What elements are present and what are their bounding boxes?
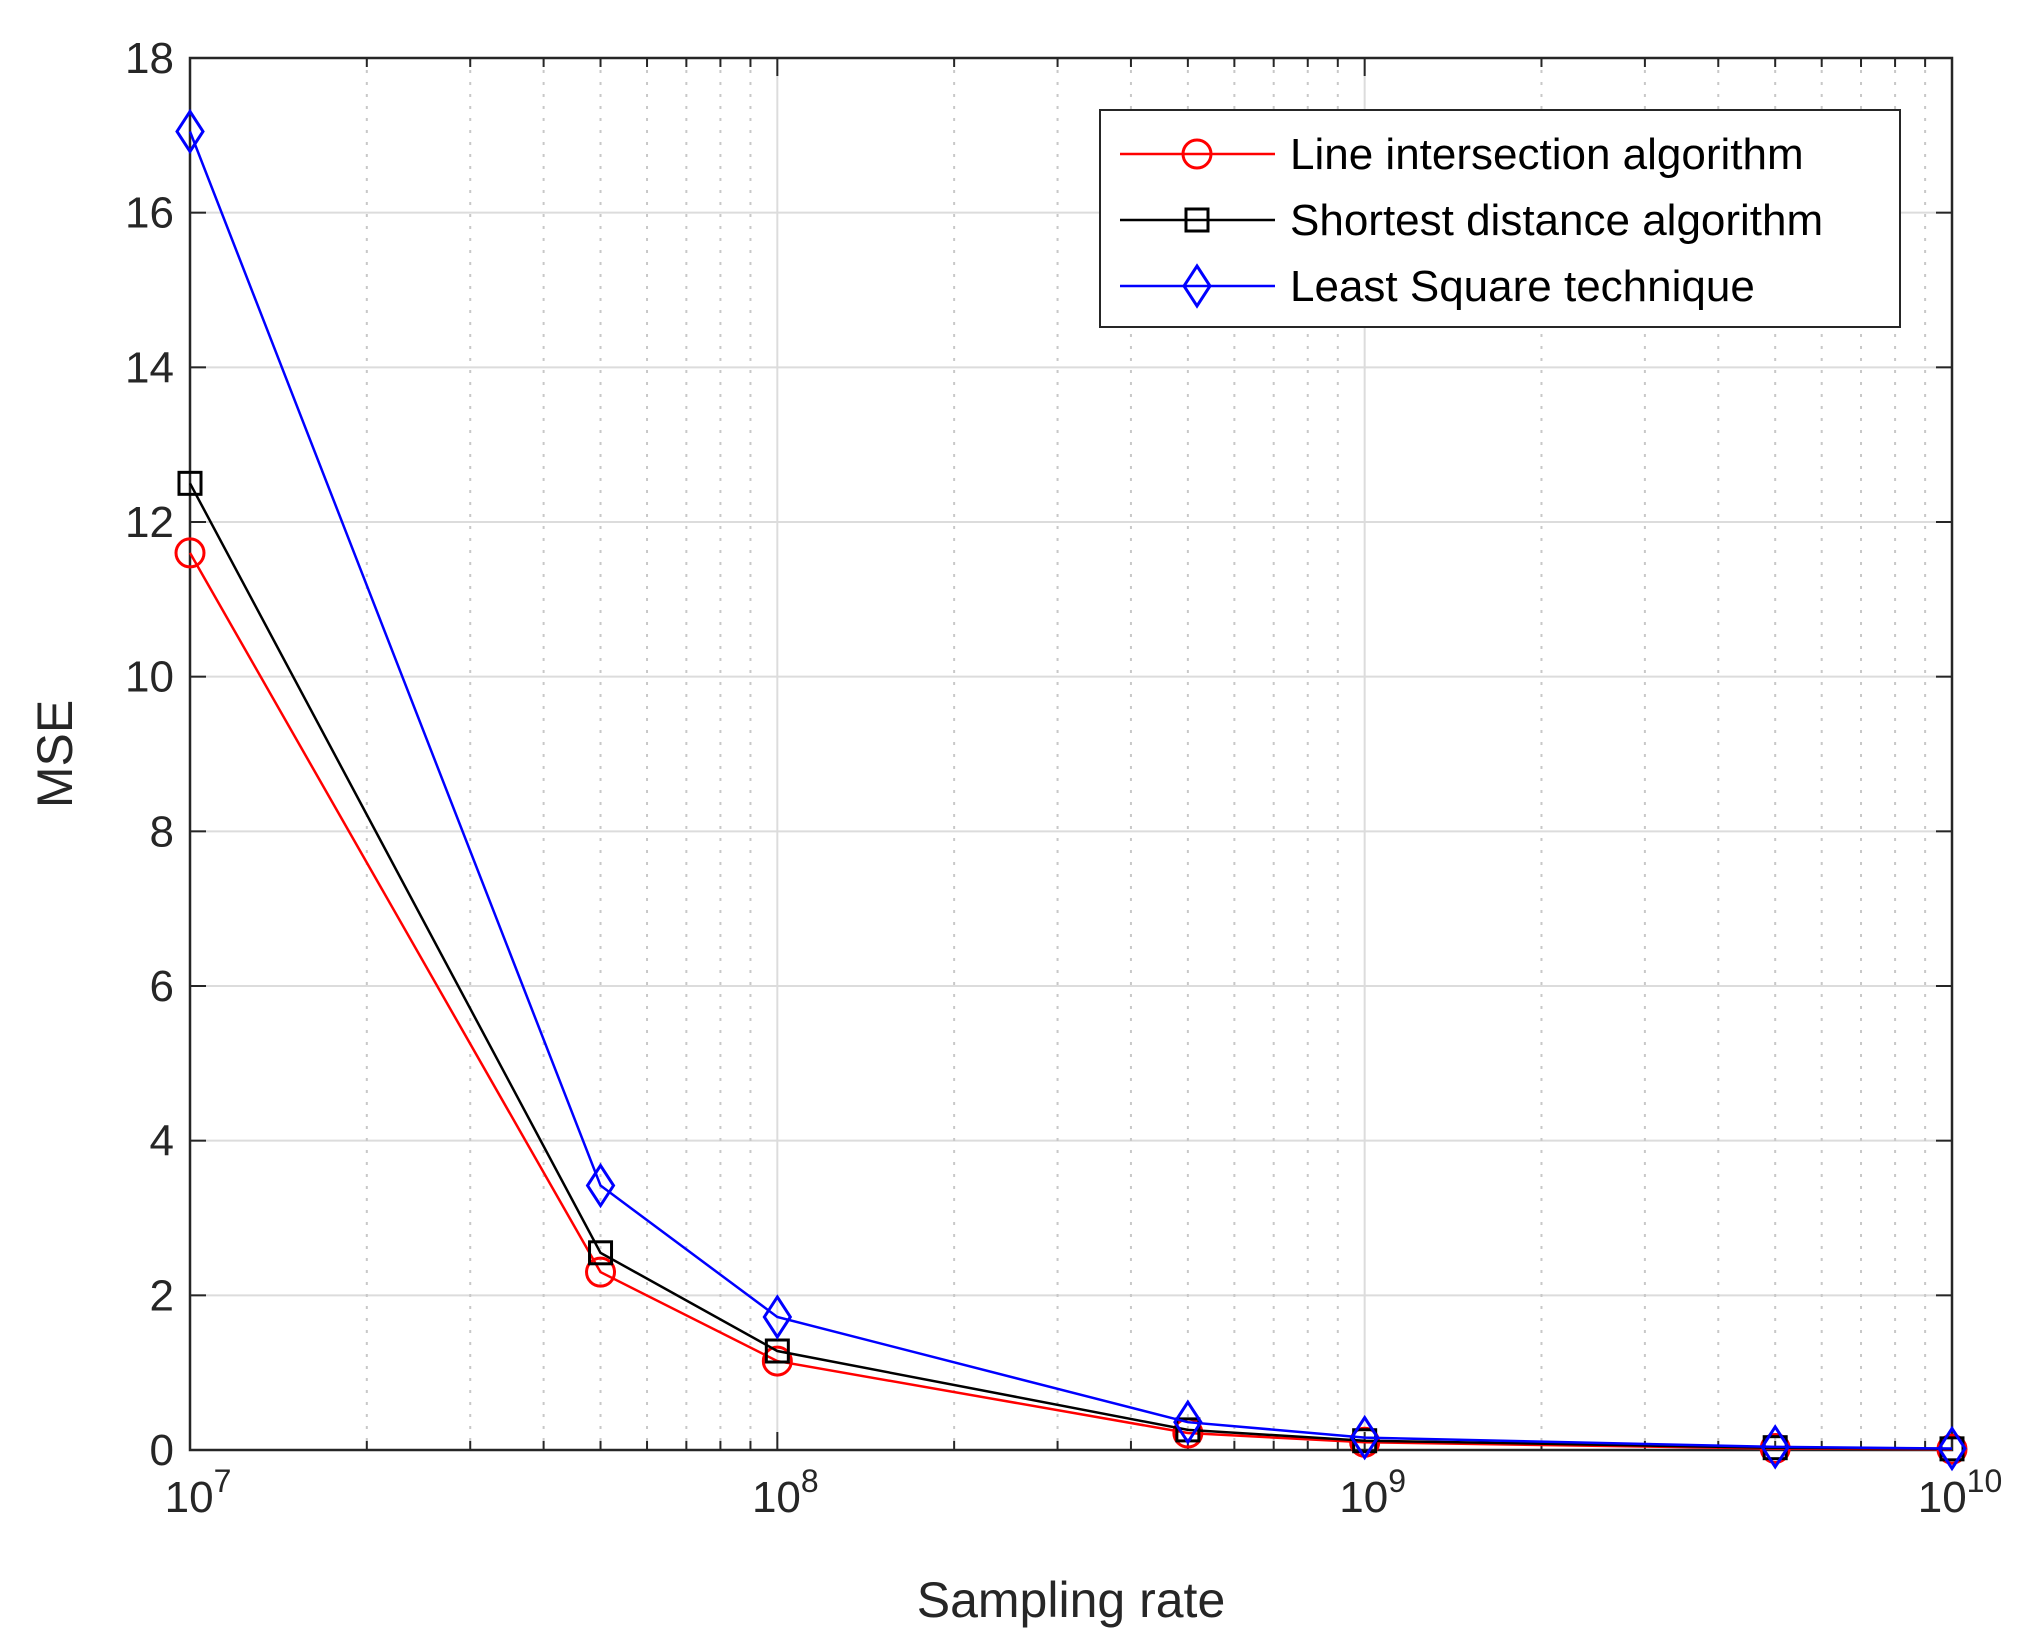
x-tick-label: 1010 (1918, 1463, 2003, 1522)
legend-item: Line intersection algorithm (1120, 130, 1804, 179)
legend: Line intersection algorithm Shortest dist… (1099, 109, 1901, 328)
axes-box (188, 56, 1954, 1452)
y-tick-label: 16 (125, 189, 174, 238)
marker-diamond (1937, 1425, 1967, 1472)
marker-square (764, 1338, 790, 1364)
x-tick-label-exponent: 7 (214, 1463, 232, 1499)
marker-diamond (585, 1162, 616, 1209)
marker-square (177, 470, 203, 496)
y-tick-label: 8 (150, 807, 174, 856)
x-tick-label: 109 (1339, 1463, 1406, 1522)
x-tick-label-base: 10 (165, 1473, 214, 1522)
series-layer (174, 108, 1968, 1472)
y-tick-label: 2 (150, 1271, 174, 1320)
x-tick-label-base: 10 (1339, 1473, 1388, 1522)
marker-circle (174, 537, 206, 569)
x-tick-label-exponent: 8 (801, 1463, 819, 1499)
marker-diamond (175, 108, 205, 155)
y-tick-label: 6 (150, 962, 174, 1011)
y-tick-label: 18 (125, 34, 174, 83)
x-tick-label: 108 (752, 1463, 819, 1522)
marker-diamond (1349, 1414, 1380, 1461)
y-tick-label: 12 (125, 498, 174, 547)
y-tick-label: 10 (125, 653, 174, 702)
x-tick-label-base: 10 (1918, 1473, 1967, 1522)
x-tick-label-exponent: 9 (1388, 1463, 1406, 1499)
x-tick-label: 107 (165, 1463, 232, 1522)
marker-diamond (1182, 263, 1212, 309)
marker-circle (1181, 138, 1213, 170)
series-diamond (175, 108, 1967, 1472)
marker-diamond (1173, 1399, 1203, 1445)
marker-diamond (1760, 1424, 1790, 1470)
y-tick-label: 4 (150, 1117, 174, 1166)
marker-circle (585, 1256, 617, 1288)
marker-square (1184, 207, 1210, 233)
y-axis-title: MSE (27, 700, 83, 808)
marker-diamond (762, 1294, 793, 1340)
x-tick-label-exponent: 10 (1967, 1463, 2003, 1499)
legend-box (1099, 109, 1901, 328)
axes (188, 56, 1954, 1452)
series-line (188, 131, 1953, 1450)
y-tick-label: 0 (150, 1426, 174, 1475)
marker-square (588, 1240, 614, 1266)
marker-circle (761, 1345, 793, 1377)
legend-label: Least Square technique (1290, 262, 1755, 311)
legend-item: Least Square technique (1120, 262, 1755, 311)
x-tick-label-base: 10 (752, 1473, 801, 1522)
legend-item: Shortest distance algorithm (1120, 196, 1823, 245)
legend-label: Line intersection algorithm (1290, 130, 1804, 179)
y-tick-label: 14 (125, 343, 174, 392)
x-axis-title: Sampling rate (917, 1572, 1226, 1628)
legend-label: Shortest distance algorithm (1290, 196, 1823, 245)
